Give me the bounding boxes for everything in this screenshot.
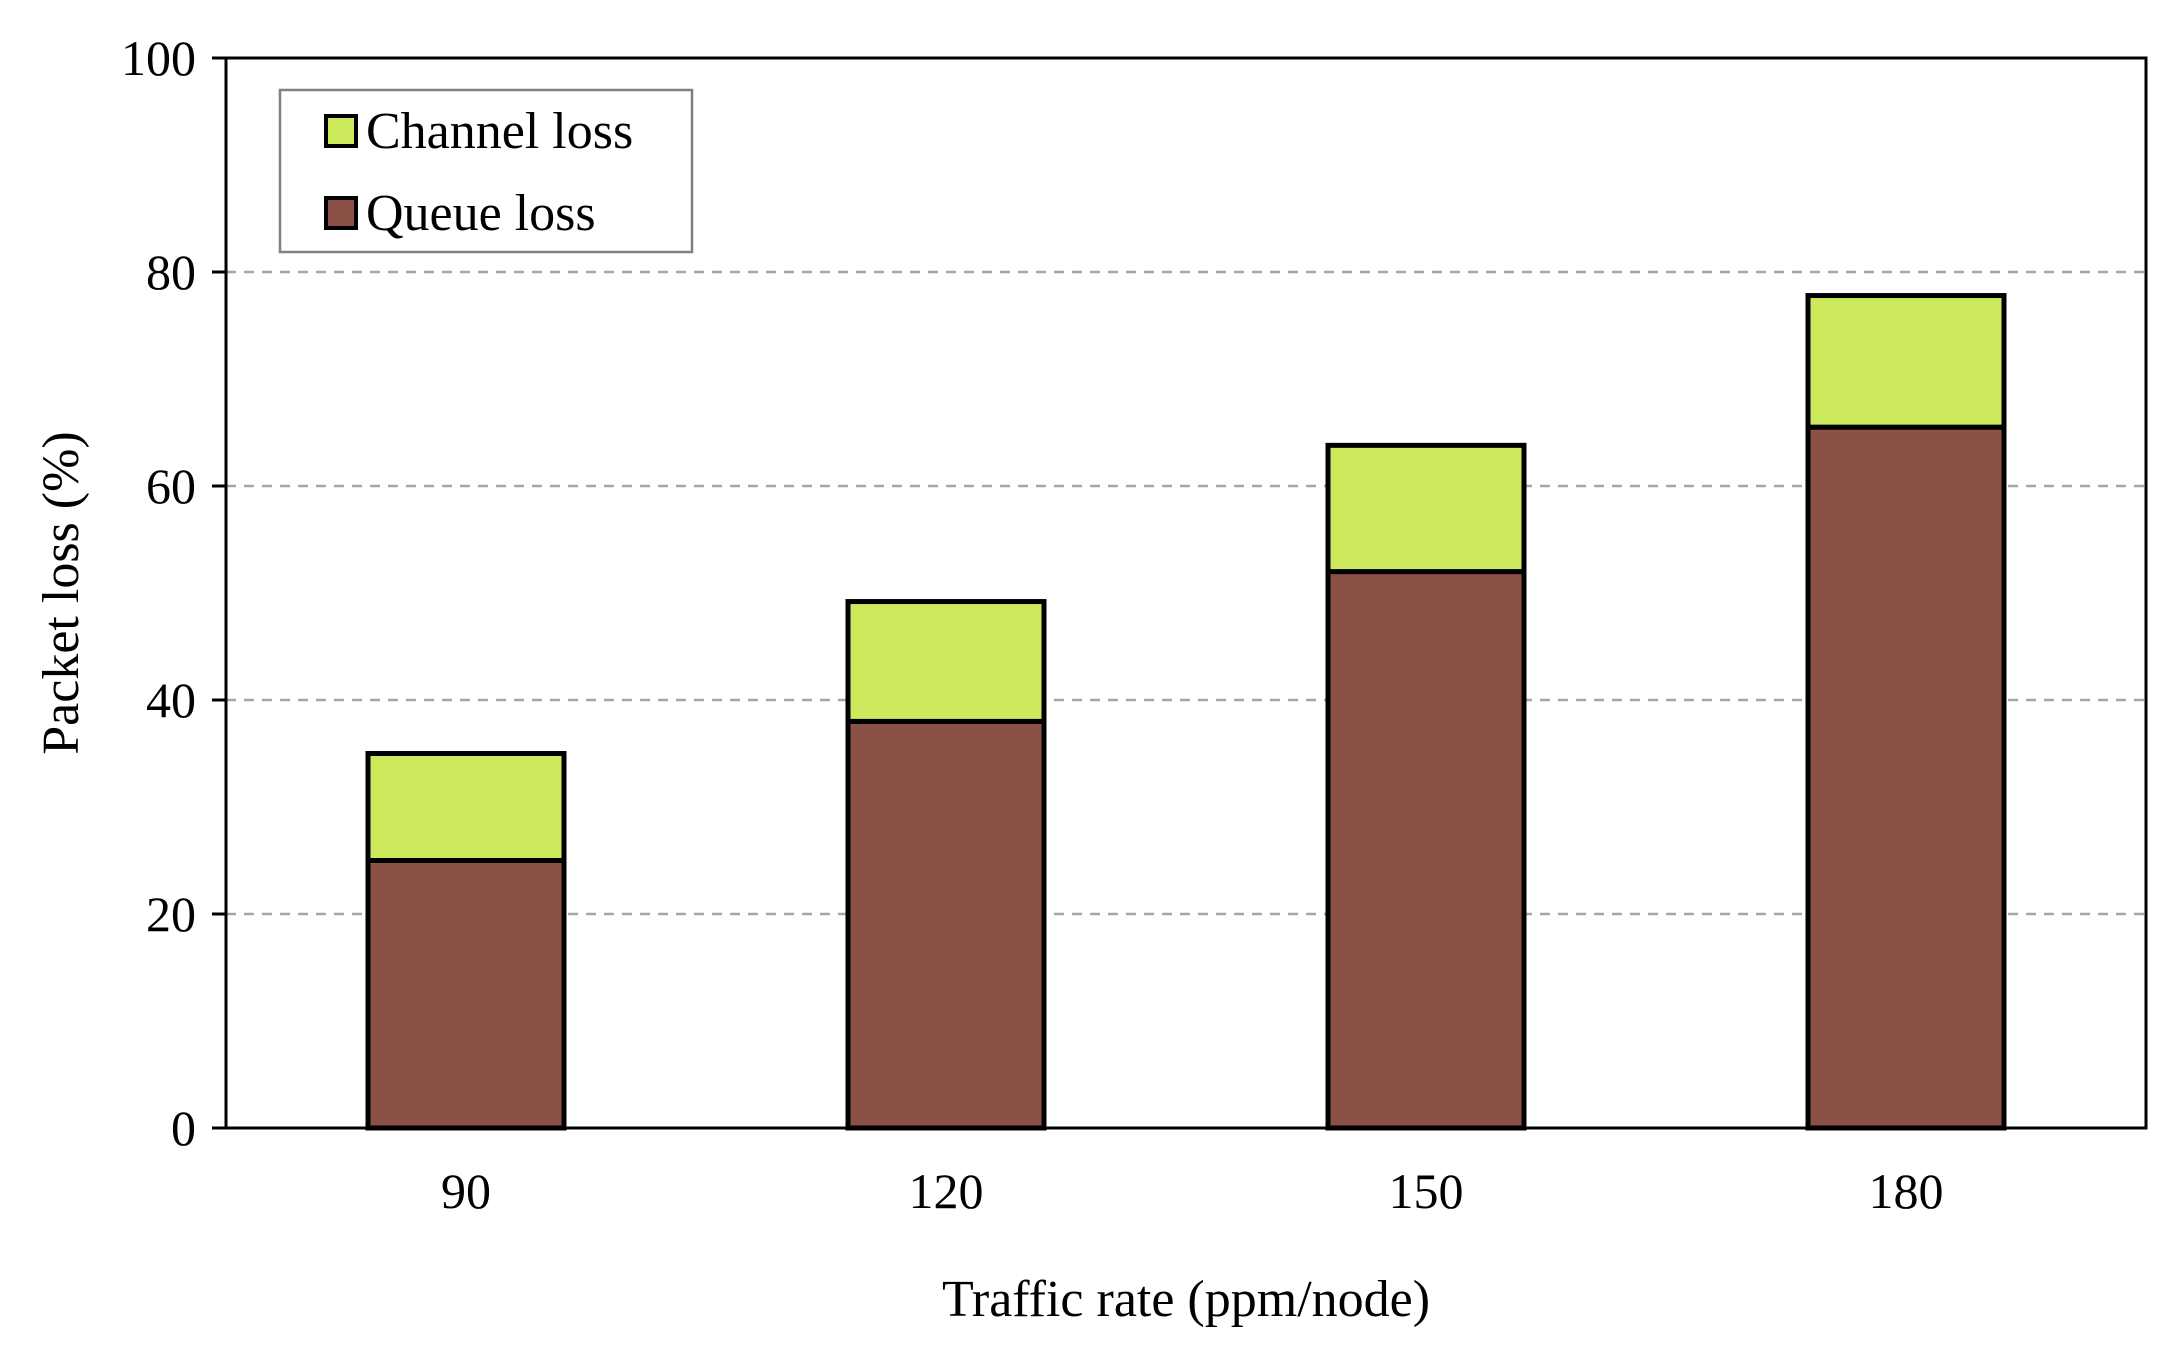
- bar-queue-loss-120: [845, 718, 1047, 1131]
- plot-area-frame: [224, 56, 2148, 1130]
- x-tick-label-180: 180: [1869, 1163, 1944, 1219]
- legend-label-channel-loss: Channel loss: [366, 103, 633, 160]
- legend: Channel loss Queue loss: [278, 88, 694, 254]
- legend-swatch-channel-loss: [324, 114, 358, 148]
- y-tick-label-100: 100: [121, 30, 196, 86]
- bar-channel-loss-150: [1325, 442, 1527, 575]
- y-tick-label-40: 40: [146, 672, 196, 728]
- x-tick-label-90: 90: [441, 1163, 491, 1219]
- y-tick-label-80: 80: [146, 244, 196, 300]
- bar-queue-loss-150: [1325, 569, 1527, 1131]
- y-tick-labels: 0 20 40 60 80 100: [121, 30, 196, 1156]
- y-tick-label-60: 60: [146, 458, 196, 514]
- bar-channel-loss-90: [365, 751, 567, 863]
- bar-channel-loss-180: [1805, 293, 2007, 430]
- axes: [212, 56, 226, 1130]
- x-tick-labels: 90 120 150 180: [441, 1163, 1944, 1219]
- bar-queue-loss-180: [1805, 424, 2007, 1131]
- x-tick-label-120: 120: [909, 1163, 984, 1219]
- bar-queue-loss-90: [365, 858, 567, 1131]
- legend-label-queue-loss: Queue loss: [366, 185, 596, 242]
- bars: [365, 293, 2007, 1131]
- legend-swatch-queue-loss: [324, 196, 358, 230]
- x-axis-title: Traffic rate (ppm/node): [942, 1271, 1430, 1328]
- gridlines: [226, 270, 2146, 916]
- y-axis-title: Packet loss (%): [33, 431, 90, 754]
- bar-channel-loss-120: [845, 599, 1047, 724]
- y-tick-label-0: 0: [171, 1100, 196, 1156]
- x-tick-label-150: 150: [1389, 1163, 1464, 1219]
- y-tick-label-20: 20: [146, 886, 196, 942]
